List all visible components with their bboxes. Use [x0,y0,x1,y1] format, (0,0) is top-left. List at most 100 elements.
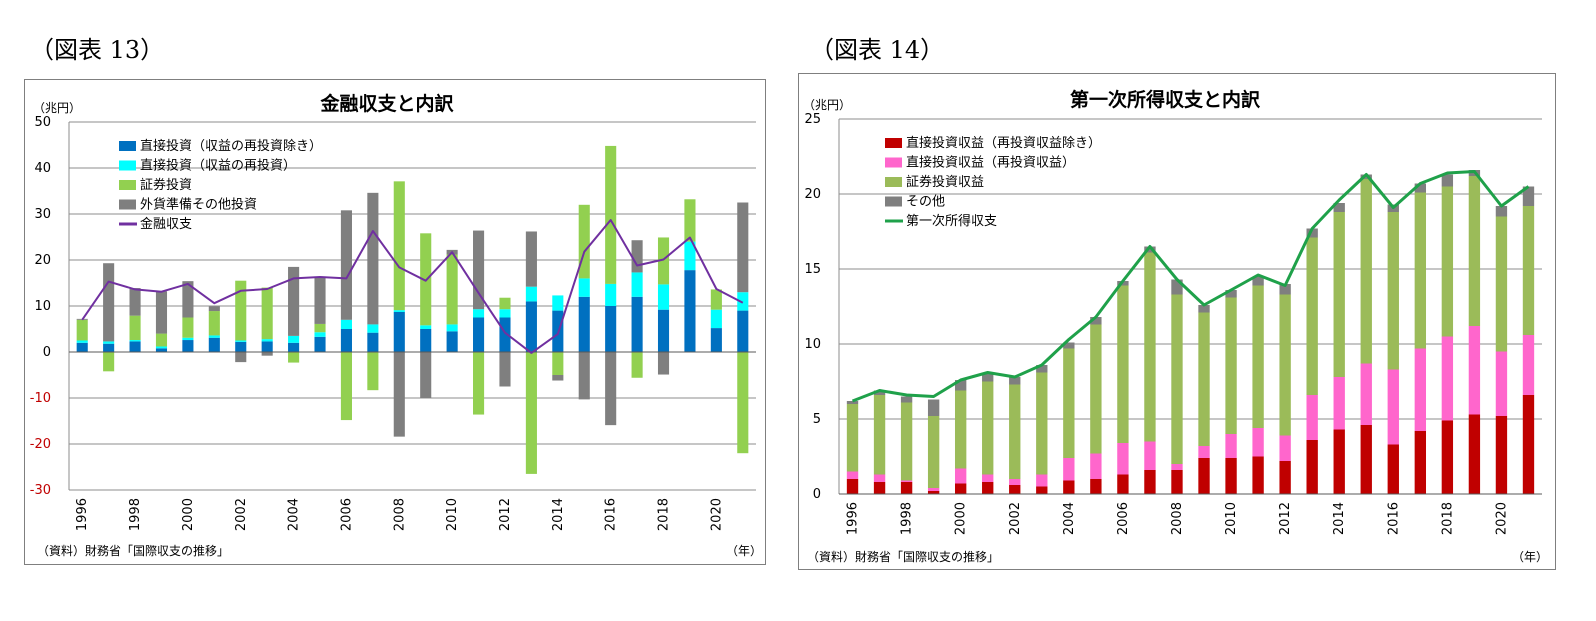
bar-series-2-2020 [710,309,722,329]
x-tick-label: 2010 [1224,502,1239,535]
bar-series-4-2013 [525,231,537,287]
x-tick-label: 2018 [1440,502,1455,535]
bar-series-1-2010 [1225,458,1237,494]
bar-series-4-2013 [1306,228,1318,238]
bar-series-2-2016 [1387,369,1399,445]
bar-series-1-2008 [393,311,405,352]
bar-series-1-2016 [1387,444,1399,494]
bar-series-1-2015 [1360,425,1372,494]
bar-series-3-2009 [1198,312,1210,446]
bar-series-4-1997 [103,263,115,342]
bar-series-1-2004 [1063,480,1075,494]
bar-series-3-2021 [1522,206,1535,335]
bar-series-2-2012 [1279,435,1291,461]
bar-series-4-1998 [129,288,141,316]
bar-series-2-2007 [1144,441,1156,470]
bar-series-3-2016 [1387,212,1399,370]
bar-series-1-2012 [1279,461,1291,494]
bar-series-4-2004 [1063,342,1075,349]
bar-series-4-2000 [954,380,967,391]
legend-swatch [119,180,136,190]
bar-series-3-2017 [631,352,643,378]
bar-series-1-2003 [1036,486,1048,494]
legend-swatch [885,157,902,168]
bar-series-3-2005 [1090,324,1102,454]
bar-series-4-2010 [1225,290,1237,298]
bar-series-2-2014 [552,295,564,311]
y-tick-label: 15 [804,262,821,277]
bar-series-3-2007 [367,352,379,391]
bar-series-3-2005 [314,323,326,333]
x-tick-label: 1996 [75,498,90,531]
bar-series-4-2012 [1279,284,1291,295]
bar-series-4-2009 [1198,305,1210,313]
bar-series-4-2021 [1522,186,1535,206]
bar-series-2-2008 [393,310,405,312]
bar-series-2-2002 [235,340,247,342]
x-axis-unit-label: （年） [1512,550,1548,564]
x-tick-label: 2014 [1332,502,1347,535]
bar-series-2-2020 [1495,351,1508,416]
bar-series-1-2000 [182,340,194,352]
y-tick-label: 40 [34,161,51,176]
bar-series-3-2016 [605,145,617,284]
bar-series-3-2010 [1225,297,1237,434]
bar-series-2-2018 [657,284,670,310]
x-tick-label: 2020 [709,498,724,531]
x-tick-label: 2004 [1062,502,1077,535]
legend-label: 証券投資 [140,177,192,193]
bar-series-2-2005 [314,332,326,337]
y-axis-unit-label: （兆円） [33,101,81,115]
bar-series-1-2002 [235,341,247,352]
bar-series-1-2016 [605,306,617,352]
y-tick-label: 0 [813,487,821,502]
bar-series-1-1998 [900,482,913,494]
bar-series-4-2014 [1333,203,1345,212]
bar-series-3-2011 [473,352,485,415]
bar-series-2-2021 [1522,335,1535,395]
bar-series-1-2017 [631,296,643,352]
bar-series-3-2010 [446,254,458,325]
x-tick-label: 2000 [181,498,196,531]
bar-series-3-2012 [1279,294,1291,436]
bar-series-3-2004 [288,352,300,363]
x-tick-label: 2010 [445,498,460,531]
bar-series-1-2006 [1117,474,1129,494]
bar-series-1-2002 [1009,485,1021,494]
bar-series-2-2003 [261,339,273,342]
primary-income-chart: 第一次所得収支と内訳 （兆円）25 20 15 10 5 0 1996 1998 2000 2002… [803,88,1548,564]
bar-series-3-2001 [982,381,994,475]
bar-series-1-1999 [927,491,940,494]
bar-series-4-2003 [261,352,273,356]
bar-series-4-2011 [1252,276,1264,286]
x-tick-label: 2008 [1170,502,1185,535]
bar-series-2-2019 [1468,326,1481,415]
bar-series-3-2006 [1117,285,1129,443]
bar-series-1-2009 [1198,458,1210,494]
y-tick-label: -30 [30,483,51,498]
x-tick-label: 2004 [287,498,302,531]
bar-series-2-2009 [420,325,432,329]
bar-series-2-2006 [1117,443,1129,475]
legend-swatch [119,199,136,210]
x-tick-label: 2016 [1386,502,1401,535]
bar-series-2-2011 [1252,428,1264,457]
x-axis-unit-label: （年） [726,544,762,558]
source-note: （資料）財務省「国際収支の推移」 [37,543,229,558]
series-line [81,219,744,354]
legend-swatch [119,141,136,151]
bar-series-1-1999 [155,348,168,352]
bar-series-4-2007 [367,192,379,325]
bar-series-3-2012 [499,297,511,310]
bar-series-2-2013 [1306,395,1318,440]
bar-series-2-2001 [208,335,220,338]
x-tick-label: 1998 [128,498,143,531]
bar-series-1-2018 [657,309,670,352]
y-tick-label: 30 [34,207,51,222]
bar-series-3-2019 [1468,176,1481,326]
legend-swatch [119,160,136,171]
bar-series-2-2003 [1036,474,1048,487]
y-tick-label: -10 [30,391,51,406]
x-tick-label: 2016 [604,498,619,531]
